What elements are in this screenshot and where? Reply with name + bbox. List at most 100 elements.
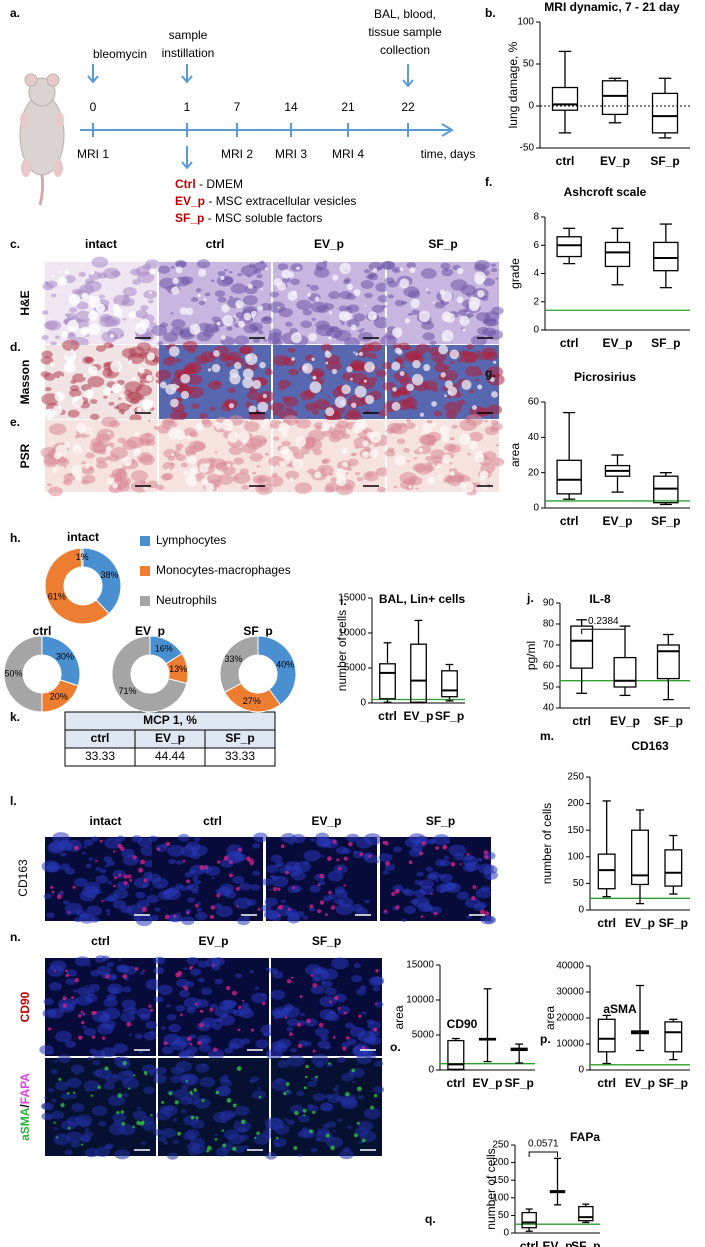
texture	[56, 1136, 59, 1139]
texture	[237, 320, 245, 328]
texture	[139, 971, 145, 975]
texture	[80, 1143, 84, 1146]
texture	[476, 857, 483, 862]
x-tick-label: EV_p	[602, 336, 632, 350]
texture	[69, 388, 82, 398]
texture	[232, 875, 245, 884]
texture	[53, 1127, 58, 1131]
texture	[217, 296, 227, 303]
texture	[373, 1094, 378, 1098]
texture	[306, 284, 311, 288]
texture	[153, 966, 165, 975]
texture	[123, 881, 128, 886]
texture	[252, 471, 257, 475]
texture	[113, 876, 117, 880]
texture	[220, 335, 226, 341]
texture	[104, 456, 111, 461]
table-title: MCP 1, %	[143, 713, 197, 727]
texture	[371, 304, 385, 313]
texture	[157, 265, 171, 274]
y-tick-label: 0	[428, 1065, 434, 1076]
texture	[287, 865, 303, 876]
texture	[403, 905, 416, 914]
texture	[102, 267, 120, 279]
texture	[309, 381, 322, 394]
texture	[249, 1079, 255, 1084]
texture	[325, 361, 329, 365]
texture	[412, 359, 421, 369]
texture	[46, 864, 57, 871]
texture	[312, 1049, 316, 1053]
texture	[53, 1121, 56, 1124]
texture	[194, 1097, 211, 1109]
texture	[491, 263, 497, 267]
texture	[361, 1138, 366, 1143]
texture	[84, 389, 94, 399]
texture	[403, 286, 420, 298]
texture	[50, 1068, 59, 1075]
donut-segment	[82, 547, 122, 615]
texture	[143, 1086, 155, 1095]
texture	[227, 387, 237, 394]
mri-label: MRI 2	[221, 147, 253, 161]
texture	[170, 1075, 182, 1084]
texture	[232, 1002, 238, 1005]
texture	[315, 265, 323, 272]
micrograph	[380, 259, 504, 347]
texture	[286, 1090, 289, 1093]
texture	[218, 1110, 234, 1121]
texture	[236, 905, 239, 908]
texture	[85, 452, 95, 459]
texture	[291, 976, 294, 979]
column-header: ctrl	[206, 237, 225, 251]
texture	[317, 1138, 321, 1141]
texture	[356, 907, 368, 916]
texture	[63, 465, 67, 468]
x-tick-label: ctrl	[556, 154, 575, 168]
texture	[122, 1008, 129, 1013]
texture	[293, 1146, 298, 1151]
texture	[189, 467, 199, 476]
texture	[99, 294, 105, 299]
texture	[71, 465, 82, 477]
texture	[203, 298, 207, 302]
texture	[103, 1082, 115, 1090]
texture	[353, 1133, 358, 1138]
texture	[181, 916, 195, 926]
texture	[185, 307, 194, 316]
texture	[266, 864, 279, 874]
texture	[44, 1096, 48, 1099]
texture	[106, 912, 111, 916]
texture	[51, 890, 55, 894]
texture	[220, 275, 225, 280]
row-label: CD90	[18, 991, 32, 1022]
texture	[251, 310, 257, 317]
texture	[111, 383, 122, 394]
panel-label: c.	[10, 237, 20, 251]
texture	[303, 860, 309, 865]
x-tick-label: EV_p	[625, 1076, 655, 1090]
micrograph	[155, 340, 275, 422]
texture	[314, 296, 320, 302]
texture	[190, 297, 199, 303]
texture	[165, 841, 171, 847]
texture	[346, 293, 357, 300]
texture	[101, 955, 110, 961]
texture	[259, 361, 266, 369]
texture	[148, 835, 158, 842]
texture	[233, 315, 237, 318]
texture	[258, 485, 269, 492]
texture	[403, 889, 415, 897]
texture	[241, 1119, 246, 1125]
panel-label: g.	[485, 366, 496, 380]
texture	[216, 893, 221, 898]
texture	[108, 483, 123, 494]
texture	[86, 905, 102, 917]
texture	[307, 1105, 319, 1113]
texture	[221, 1120, 226, 1124]
texture	[439, 859, 451, 867]
legend-swatch	[140, 596, 150, 606]
texture	[297, 1114, 310, 1123]
y-tick-label: 5000	[344, 663, 367, 674]
texture	[342, 461, 348, 468]
